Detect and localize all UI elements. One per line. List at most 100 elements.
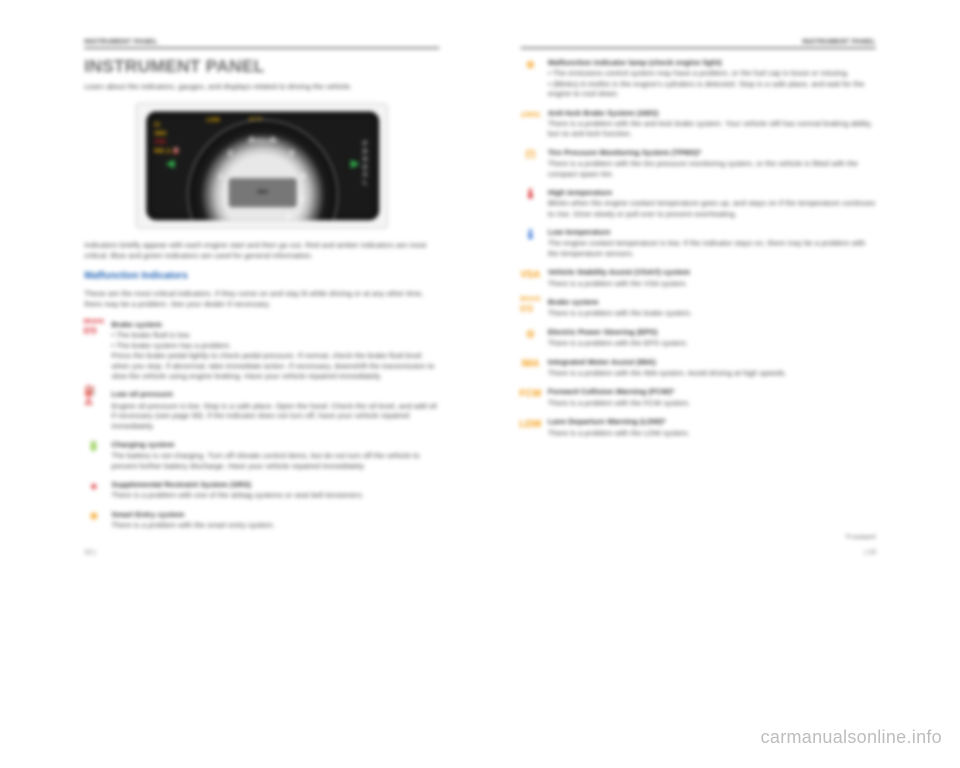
gauge-figure: LDW FCW (!) ABS VSA IMA ⚠ ⛽ x1000r/min 1… [136,103,388,229]
tachometer: x1000r/min 1 2 3 4 5 6 7 8 IMA [189,121,336,220]
page-number-left: 12 | [84,549,95,556]
indicator-label: Brake system [111,320,439,330]
indicator-item: ✶ Supplemental Restraint System (SRS)Ther… [84,480,439,501]
indicator-item: ⚙ Malfunction indicator lamp (check engin… [521,58,876,99]
indicator-label: Low oil pressure [111,390,439,400]
indicator-icon: ⚙ [521,58,540,72]
indicator-label: Vehicle Stability Assist (VSA®) system [548,268,876,278]
indicator-label: Supplemental Restraint System (SRS) [111,480,439,490]
indicator-icon: IMA [521,358,540,372]
indicator-desc: There is a problem with the FCW system. [548,398,690,407]
ima-badge: IMA [229,178,297,207]
indicator-icon: 🌡 [521,188,540,202]
indicator-label: Low temperature [548,228,876,238]
indicator-icon: BRAKE((!)) [84,320,103,334]
indicator-icon: ✶ [84,480,103,494]
indicator-desc: There is a problem with one of the airba… [111,491,363,500]
indicator-desc: There is a problem with the VSA system. [548,279,688,288]
indicator-text: Low temperatureThe engine coolant temper… [548,228,876,259]
watermark: carmanualsonline.info [761,727,942,748]
indicator-icon: 🌡 [521,228,540,242]
indicator-label: Integrated Motor Assist (IMA) [548,358,876,368]
indicator-label: High temperature [548,188,876,198]
warning-icons-left: (!) ABS VSA IMA ⚠ ⛽ [154,121,180,156]
indicator-text: Malfunction indicator lamp (check engine… [548,58,876,99]
indicator-label: Forward Collision Warning (FCW)* [548,387,876,397]
indicator-item: 🌡 Low temperatureThe engine coolant tempe… [521,228,876,259]
page-title: INSTRUMENT PANEL [84,56,439,76]
running-head-right: INSTRUMENT PANEL [521,39,876,46]
indicator-item: 🌡 High temperatureBlinks when the engine … [521,188,876,219]
body-paragraph: Indicators briefly appear with each engi… [84,240,439,261]
indicator-icon: ⊕ [84,510,103,524]
indicator-desc: There is a problem with the smart entry … [111,521,274,530]
indicator-desc: There is a problem with the anti-lock br… [548,119,872,138]
indicator-icon: LDW [521,417,540,431]
right-page: INSTRUMENT PANEL ⚙ Malfunction indicator … [480,39,897,540]
indicator-label: Anti-lock Brake System (ABS) [548,108,876,118]
indicator-item: BRAKE((!)) Brake system• The brake fluid … [84,320,439,381]
running-head-left: INSTRUMENT PANEL [84,39,439,46]
indicator-item: (!) Tire Pressure Monitoring System (TPMS… [521,148,876,179]
indicator-desc: There is a problem with the IMA system. … [548,369,787,378]
indicator-icon: (!) [521,148,540,162]
indicator-item: ⛽⚠ Low oil pressureEngine oil pressure is… [84,390,439,431]
indicator-label: Lane Departure Warning (LDW)* [548,417,876,427]
indicator-text: Tire Pressure Monitoring System (TPMS)*T… [548,148,876,179]
indicator-item: 🔋 Charging systemThe battery is not charg… [84,440,439,471]
indicator-text: Supplemental Restraint System (SRS)There… [111,480,439,501]
indicator-text: Forward Collision Warning (FCW)*There is… [548,387,876,408]
indicator-text: Vehicle Stability Assist (VSA®) systemTh… [548,268,876,289]
indicator-item: (ABS)Anti-lock Brake System (ABS)There i… [521,108,876,139]
indicator-text: Electric Power Steering (EPS)There is a … [548,328,876,349]
indicator-text: High temperatureBlinks when the engine c… [548,188,876,219]
indicator-item: VSA Vehicle Stability Assist (VSA®) syste… [521,268,876,289]
indicator-list-left: BRAKE((!)) Brake system• The brake fluid … [84,320,439,531]
page-number-right: | 13 [865,549,876,556]
page-spread: INSTRUMENT PANEL INSTRUMENT PANEL Learn … [14,0,945,569]
indicator-label: Malfunction indicator lamp (check engine… [548,58,876,68]
indicator-item: FCW Forward Collision Warning (FCW)*There… [521,387,876,408]
gear-indicator: P R N D S L [363,140,368,187]
indicator-desc: • The emissions control system may have … [548,69,864,98]
divider [84,48,439,49]
indicator-item: LDW Lane Departure Warning (LDW)*There is… [521,417,876,438]
indicator-text: Lane Departure Warning (LDW)*There is a … [548,417,876,438]
indicator-item: ◎ Electric Power Steering (EPS)There is a… [521,328,876,349]
indicator-desc: • The brake fluid is low. • The brake sy… [111,331,434,380]
indicator-icon: BRAKE((!)) [521,298,540,312]
indicator-icon: ⛽⚠ [84,390,103,404]
turn-signal-left-icon: ◀ [166,156,175,170]
indicator-item: BRAKE((!)) Brake systemThere is a problem… [521,298,876,319]
indicator-desc: There is a problem with the tire pressur… [548,159,858,178]
indicator-icon: VSA [521,268,540,282]
indicator-icon: 🔋 [84,440,103,454]
indicator-text: Smart Entry systemThere is a problem wit… [111,510,439,531]
indicator-desc: Blinks when the engine coolant temperatu… [548,199,875,218]
indicator-label: Tire Pressure Monitoring System (TPMS)* [548,148,876,158]
ldw-label: LDW [206,117,219,123]
indicator-text: Integrated Motor Assist (IMA)There is a … [548,358,876,379]
indicator-desc: There is a problem with the EPS system. [548,339,688,348]
body-paragraph-2: These are the most critical indicators. … [84,289,439,310]
indicator-desc: There is a problem with the brake system… [548,309,692,318]
indicator-label: Brake system [548,298,876,308]
indicator-text: Charging systemThe battery is not chargi… [111,440,439,471]
instrument-cluster: LDW FCW (!) ABS VSA IMA ⚠ ⛽ x1000r/min 1… [146,111,379,220]
indicator-item: ⊕ Smart Entry systemThere is a problem wi… [84,510,439,531]
indicator-label: Charging system [111,440,439,450]
intro-text: Learn about the indicators, gauges, and … [84,82,439,92]
footnote: *if equipped [845,534,876,540]
indicator-desc: The battery is not charging. Turn off cl… [111,451,419,470]
indicator-desc: The engine coolant temperature is low. I… [548,239,865,258]
indicator-label: Smart Entry system [111,510,439,520]
indicator-text: Low oil pressureEngine oil pressure is l… [111,390,439,431]
turn-signal-right-icon: ▶ [351,156,360,170]
indicator-item: IMA Integrated Motor Assist (IMA)There is… [521,358,876,379]
indicator-icon: ◎ [521,328,540,342]
malfunction-subhead: Malfunction Indicators [84,271,439,282]
indicator-desc: Engine oil pressure is low. Stop in a sa… [111,401,436,430]
indicator-icon: FCW [521,387,540,401]
indicator-list-right: ⚙ Malfunction indicator lamp (check engin… [521,58,876,438]
indicator-text: Brake system• The brake fluid is low. • … [111,320,439,381]
